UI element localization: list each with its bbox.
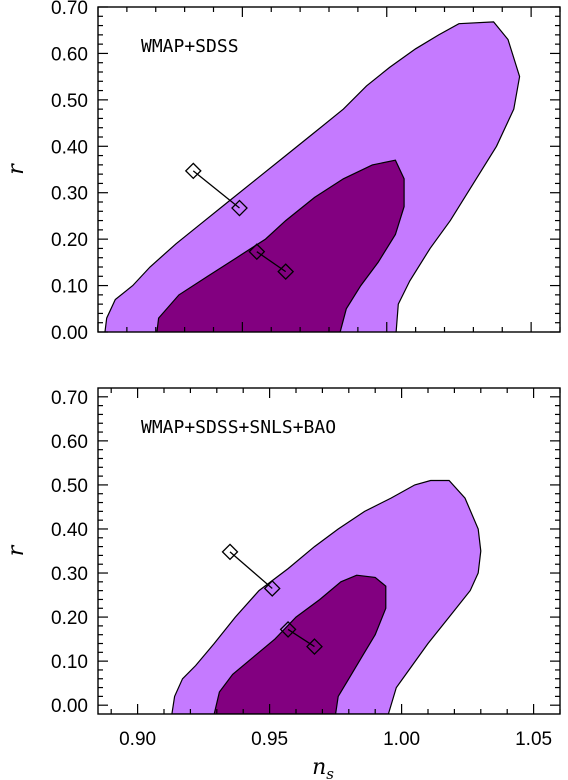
y-tick-label: 0.60 — [51, 44, 88, 65]
model-marker-1-2 — [231, 199, 248, 217]
model-marker-2-1 — [248, 243, 266, 261]
model-marker-2-1 — [279, 620, 297, 638]
y-tick-label: 0.50 — [51, 476, 88, 497]
panel-label: WMAP+SDSS — [141, 36, 239, 57]
plot-frame — [97, 387, 561, 715]
bottom-panel: 0.00 0.10 0.20 0.30 0.40 0.50 0.60 0.70 0.90 0.95… — [4, 387, 561, 780]
y-tick-label: 0.30 — [51, 184, 88, 205]
y-tick-label: 0.00 — [51, 696, 88, 717]
y-tick-label: 0.20 — [51, 230, 88, 251]
y-tick-label: 0.30 — [51, 564, 88, 585]
model-marker-1-1 — [221, 543, 239, 561]
y-tick-label: 0.40 — [51, 520, 88, 541]
y-tick-label: 0.70 — [51, 0, 88, 19]
y-tick-label: 0.40 — [51, 137, 88, 158]
y-tick-label: 0.60 — [51, 432, 88, 453]
x-tick-label: 0.95 — [251, 729, 288, 750]
model-marker-2-2 — [277, 263, 295, 281]
model-line-1 — [229, 551, 273, 589]
contour-95 — [104, 21, 521, 332]
contour-68 — [213, 574, 387, 714]
plot-area — [171, 479, 482, 714]
model-marker-2-2 — [306, 638, 323, 656]
model-line-1 — [192, 170, 240, 209]
y-tick-label: 0.70 — [51, 388, 88, 409]
contour-68 — [156, 159, 405, 332]
y-axis-title: r — [4, 163, 29, 175]
panel-label: WMAP+SDSS+SNLS+BAO — [141, 417, 336, 438]
x-tick-label: 1.00 — [383, 729, 420, 750]
y-tick-label: 0.50 — [51, 91, 88, 112]
y-tick-label: 0.00 — [51, 323, 88, 344]
x-tick-label: 0.90 — [119, 729, 156, 750]
x-axis-title: ns — [312, 755, 334, 780]
y-tick-label: 0.10 — [51, 652, 88, 673]
y-axis-title: r — [4, 544, 29, 556]
y-tick-label: 0.20 — [51, 608, 88, 629]
model-marker-1-2 — [263, 580, 281, 597]
x-tick-label: 1.05 — [515, 729, 552, 750]
plot-area — [104, 21, 521, 332]
model-marker-1-1 — [184, 162, 202, 180]
y-tick-label: 0.10 — [51, 277, 88, 298]
top-panel: 0.00 0.10 0.20 0.30 0.40 0.50 0.60 0.70 r WMAP+SD… — [4, 0, 561, 344]
